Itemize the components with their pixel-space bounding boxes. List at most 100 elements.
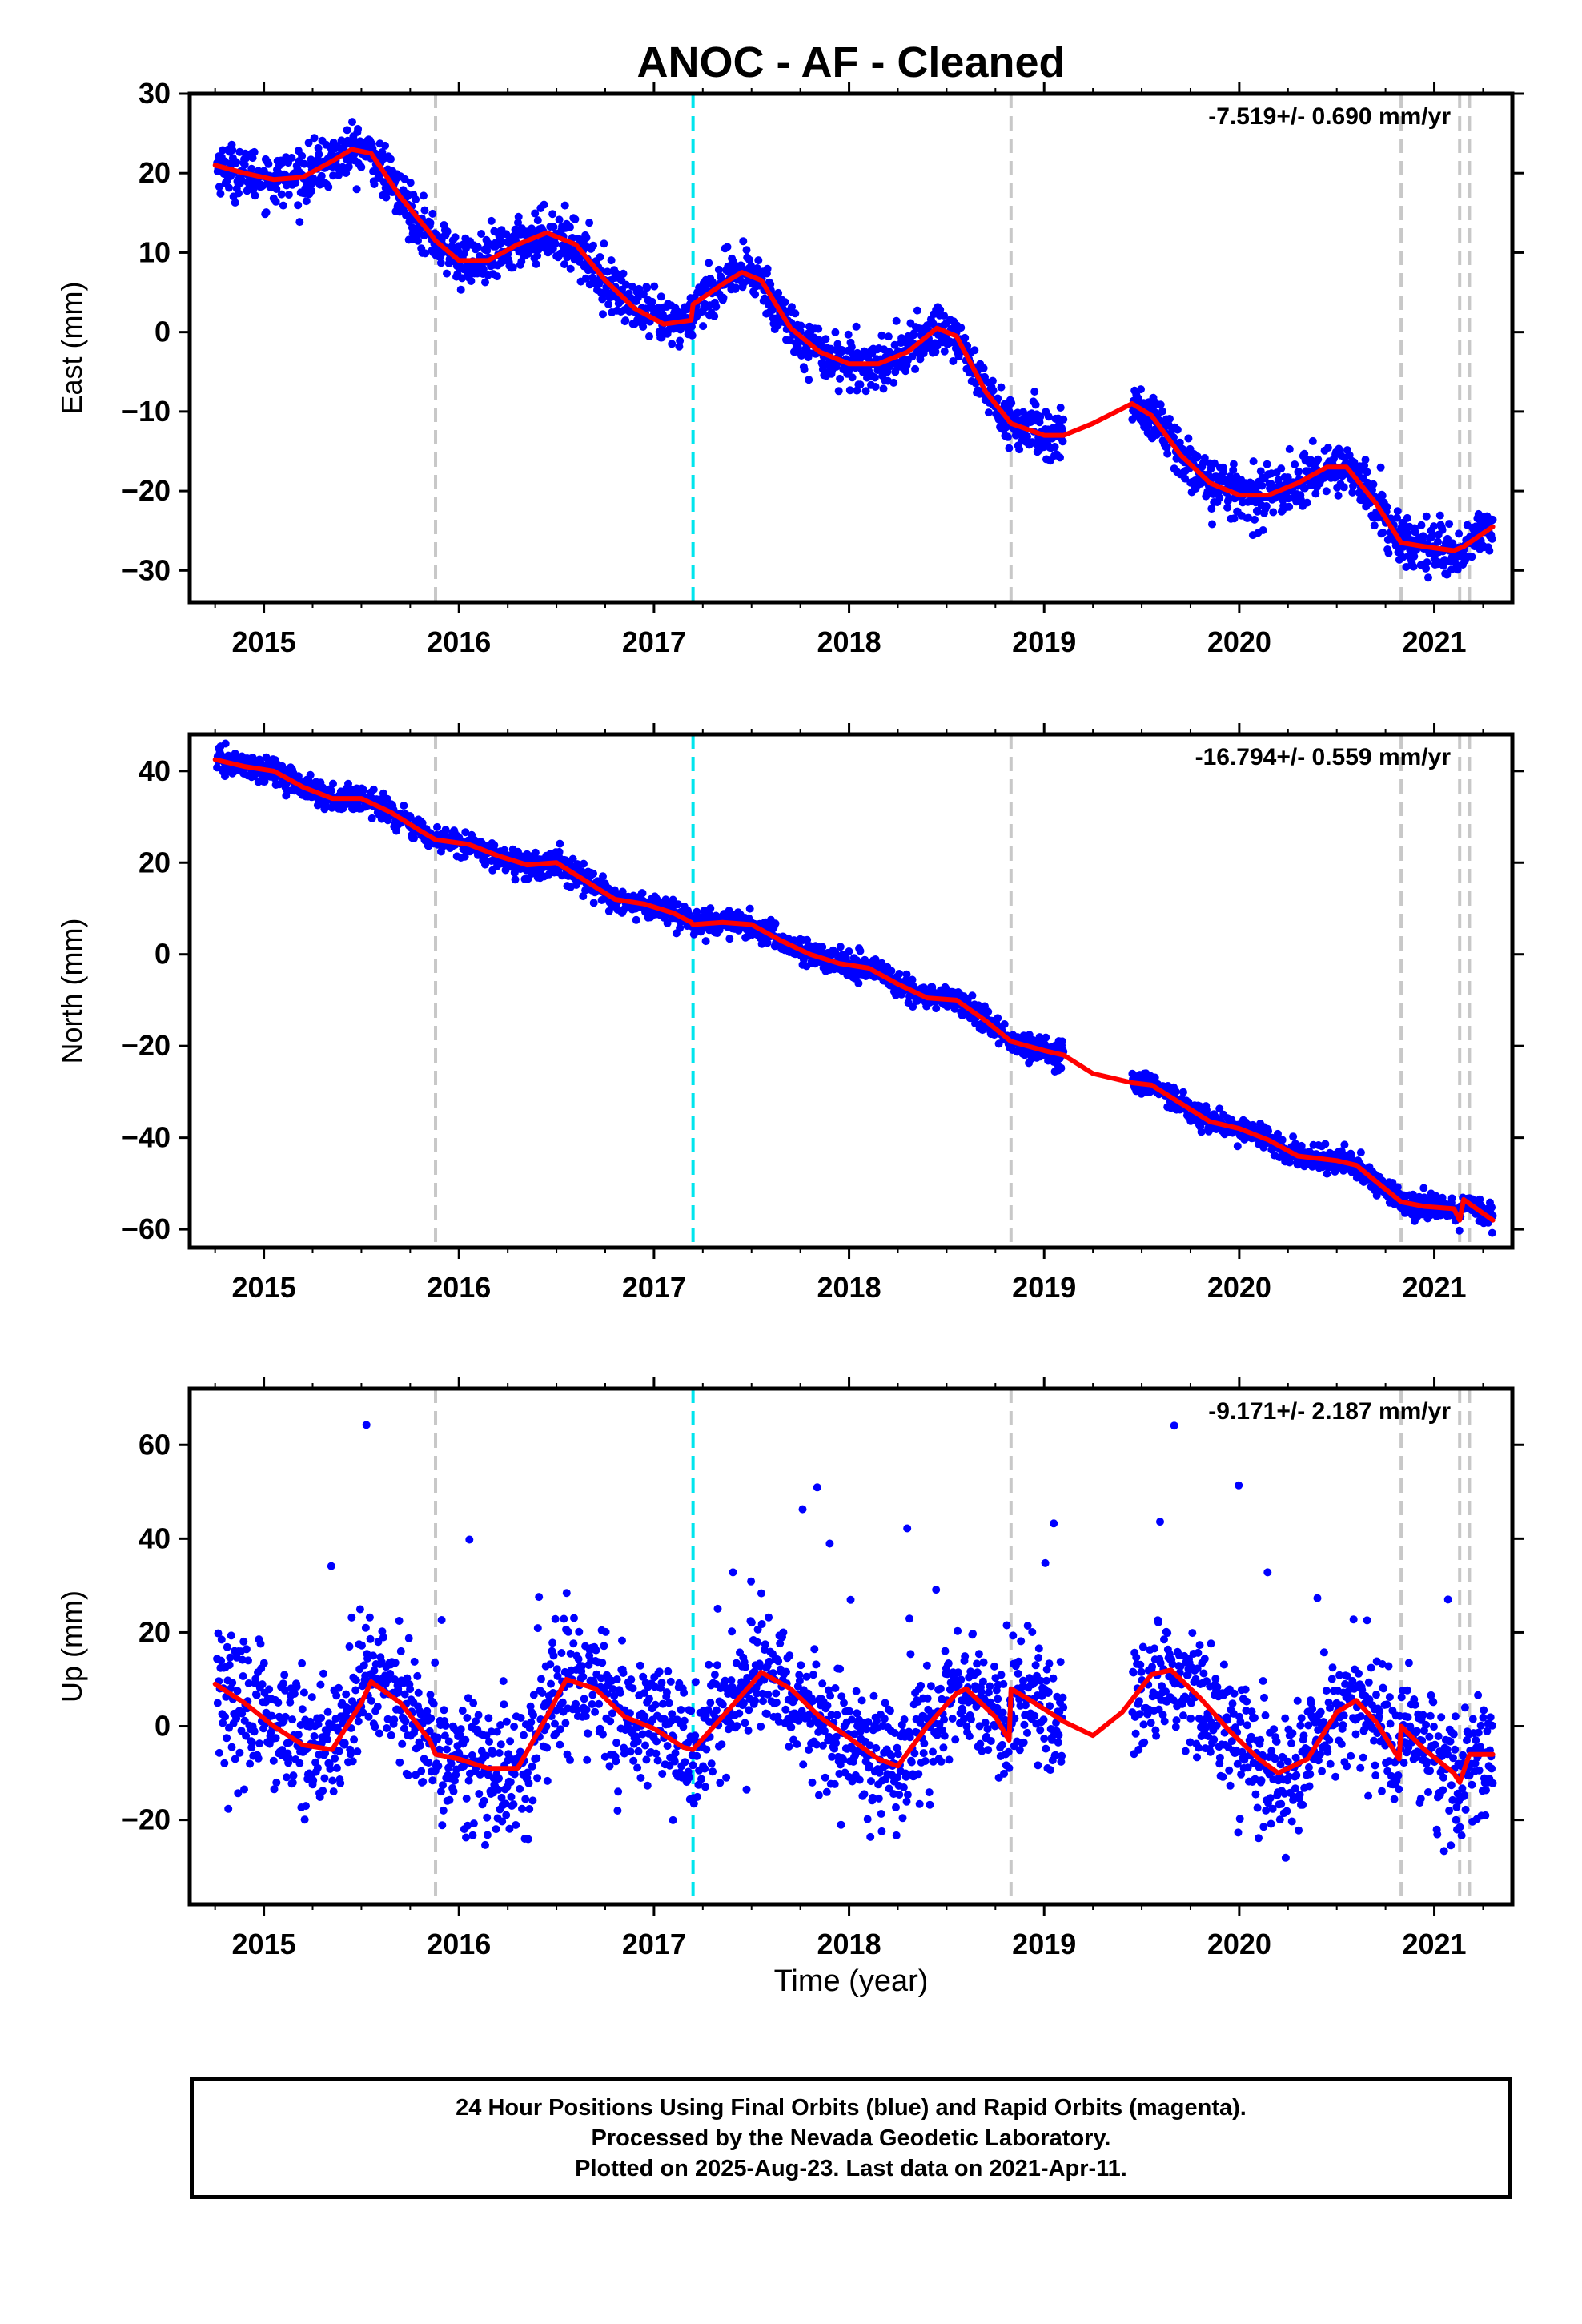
observation-point — [763, 264, 772, 273]
observation-point — [1163, 449, 1172, 458]
observation-point — [244, 1656, 252, 1665]
observation-point — [462, 1794, 471, 1803]
observation-point — [340, 1739, 349, 1747]
observation-point — [506, 1778, 515, 1787]
observation-point — [379, 1633, 387, 1642]
observation-point — [217, 1635, 226, 1644]
observation-point — [949, 357, 958, 365]
observation-point — [252, 1691, 261, 1699]
observation-point — [247, 164, 256, 173]
observation-point — [1197, 1128, 1206, 1136]
observation-point — [852, 322, 861, 331]
observation-point — [1166, 415, 1174, 423]
observation-point — [582, 233, 591, 242]
observation-point — [284, 1754, 293, 1763]
observation-point — [1422, 512, 1431, 521]
observation-point — [1448, 539, 1457, 548]
observation-point — [299, 1688, 308, 1697]
observation-point — [295, 1759, 304, 1767]
observation-point — [1233, 1142, 1242, 1151]
observation-point — [329, 1787, 338, 1796]
observation-point — [558, 871, 567, 880]
observation-point — [845, 947, 853, 955]
observation-point — [836, 943, 845, 951]
observation-point — [271, 197, 280, 206]
observation-point — [817, 340, 825, 349]
observation-point — [814, 324, 823, 333]
observation-point — [477, 230, 486, 238]
observation-point — [693, 907, 701, 916]
observation-point — [262, 208, 271, 217]
observation-point — [468, 1751, 476, 1759]
observation-point — [936, 305, 945, 314]
observation-point — [307, 1693, 316, 1702]
observation-point — [256, 1639, 265, 1648]
observation-point — [298, 151, 307, 160]
observation-point — [310, 1732, 319, 1740]
observation-point — [1488, 1228, 1496, 1237]
observation-point — [444, 1737, 453, 1746]
observation-point — [669, 895, 677, 904]
observation-point — [449, 1787, 458, 1795]
observation-point — [1262, 502, 1271, 510]
observation-point — [1393, 507, 1402, 516]
observation-point — [1447, 1194, 1456, 1203]
model-line — [212, 757, 1496, 1223]
observation-point — [396, 1758, 404, 1767]
observation-point — [1379, 529, 1387, 537]
observation-point — [366, 1634, 375, 1643]
observation-point — [371, 1723, 379, 1731]
observation-points-up — [213, 1421, 1497, 1862]
observation-point — [1158, 407, 1166, 416]
observation-point — [1162, 443, 1171, 452]
observation-point — [887, 967, 896, 975]
observation-point — [221, 739, 230, 748]
observation-point — [831, 948, 840, 957]
observation-point — [551, 239, 560, 248]
observation-point — [294, 201, 303, 210]
observation-point — [267, 1711, 276, 1720]
observation-point — [420, 231, 428, 240]
observation-point — [1042, 1033, 1050, 1042]
observation-point — [288, 1715, 297, 1724]
observation-point — [1308, 436, 1317, 445]
observation-point — [401, 1717, 410, 1726]
observation-point — [332, 1763, 341, 1772]
observation-point — [854, 979, 863, 987]
observation-point — [805, 376, 813, 384]
observation-point — [227, 1743, 236, 1751]
observation-point — [979, 364, 988, 372]
observation-point — [221, 1712, 229, 1721]
observation-point — [1285, 502, 1294, 511]
observation-point — [279, 1679, 287, 1688]
observation-point — [742, 246, 751, 255]
observation-point — [1150, 1073, 1159, 1082]
observation-point — [344, 779, 352, 788]
plot-area-east — [212, 118, 1497, 582]
observation-point — [836, 374, 845, 383]
observation-point — [347, 1613, 356, 1622]
observation-point — [1409, 562, 1418, 571]
observation-point — [766, 280, 775, 288]
observation-point — [725, 935, 734, 943]
observation-point — [800, 365, 809, 374]
observation-point — [579, 892, 588, 901]
observation-point — [498, 1817, 507, 1826]
observation-point — [857, 354, 865, 362]
observation-point — [319, 1669, 327, 1678]
observation-point — [238, 1709, 247, 1718]
observation-point — [994, 394, 1002, 403]
observation-point — [510, 868, 519, 877]
observation-point — [278, 159, 287, 167]
observation-point — [507, 1792, 516, 1801]
observation-point — [437, 1616, 446, 1624]
observation-point — [439, 1781, 447, 1790]
observation-point — [227, 1631, 235, 1640]
observation-point — [870, 373, 879, 382]
observation-point — [1036, 412, 1045, 421]
observation-point — [560, 260, 568, 269]
observation-point — [1295, 467, 1303, 476]
x-tick-label: 2021 — [1402, 625, 1466, 658]
observation-point — [1019, 408, 1027, 416]
observation-point — [879, 384, 888, 393]
